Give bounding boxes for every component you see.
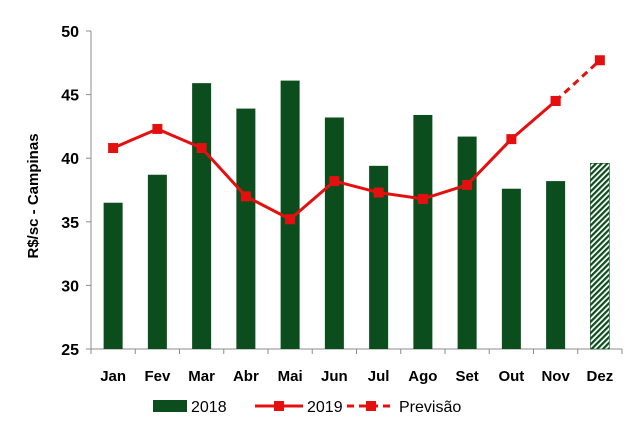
- bar-2018: [147, 174, 167, 349]
- x-tick-label: Ago: [408, 368, 437, 385]
- bar-2018: [413, 114, 433, 350]
- x-tick-label: Nov: [541, 368, 570, 385]
- y-axis-title: R$/sc - Campinas: [25, 133, 42, 258]
- x-tick-label: Abr: [233, 368, 259, 385]
- x-tick-label: Jul: [368, 368, 390, 385]
- point-2019: [240, 191, 251, 202]
- x-tick-label: Jan: [100, 368, 126, 385]
- bar-2018: [457, 136, 477, 349]
- bar-2018-forecast: [590, 162, 610, 350]
- legend-marker-previsao: [366, 401, 376, 411]
- point-2019: [196, 143, 207, 154]
- y-tick-label: 50: [61, 24, 79, 41]
- bar-2018: [236, 108, 256, 349]
- x-tick-label: Dez: [587, 368, 614, 385]
- point-2019: [108, 143, 119, 154]
- bar-2018: [501, 188, 521, 349]
- x-tick-label: Fev: [144, 368, 171, 385]
- legend-label-previsao: Previsão: [399, 399, 461, 416]
- point-2019: [462, 179, 473, 190]
- legend-swatch-2018: [153, 400, 187, 412]
- bar-2018: [192, 83, 212, 349]
- y-tick-label: 45: [61, 88, 79, 105]
- x-tick-label: Mai: [278, 368, 303, 385]
- legend-label-2018: 2018: [191, 399, 227, 416]
- legend-label-2019: 2019: [307, 399, 343, 416]
- point-2019: [417, 193, 428, 204]
- y-tick-label: 25: [61, 342, 79, 359]
- point-2019: [285, 214, 296, 225]
- y-tick-label: 40: [61, 151, 79, 168]
- x-tick-label: Mar: [188, 368, 215, 385]
- line-previsao: [554, 59, 601, 103]
- point-2019: [152, 123, 163, 134]
- bar-2018: [369, 165, 389, 349]
- bar-2018: [103, 202, 123, 349]
- legend-marker-2019: [274, 401, 284, 411]
- y-tick-label: 35: [61, 215, 79, 232]
- plot-area: 25 30 35 40 45 50 Jan Fev Mar Abr Mai Jun Jul Ago Set O…: [61, 24, 623, 385]
- x-tick-label: Set: [455, 368, 478, 385]
- legend: 2018 2019 Previsão: [153, 399, 461, 416]
- point-2019: [329, 176, 340, 187]
- bar-2018: [546, 181, 566, 349]
- point-2019: [373, 187, 384, 198]
- x-tick-label: Jun: [321, 368, 348, 385]
- point-2019: [506, 134, 517, 145]
- point-previsao: [594, 55, 605, 66]
- point-previsao: [550, 95, 561, 106]
- x-tick-label: Out: [498, 368, 524, 385]
- bar-2018: [324, 117, 344, 349]
- y-tick-label: 30: [61, 278, 79, 295]
